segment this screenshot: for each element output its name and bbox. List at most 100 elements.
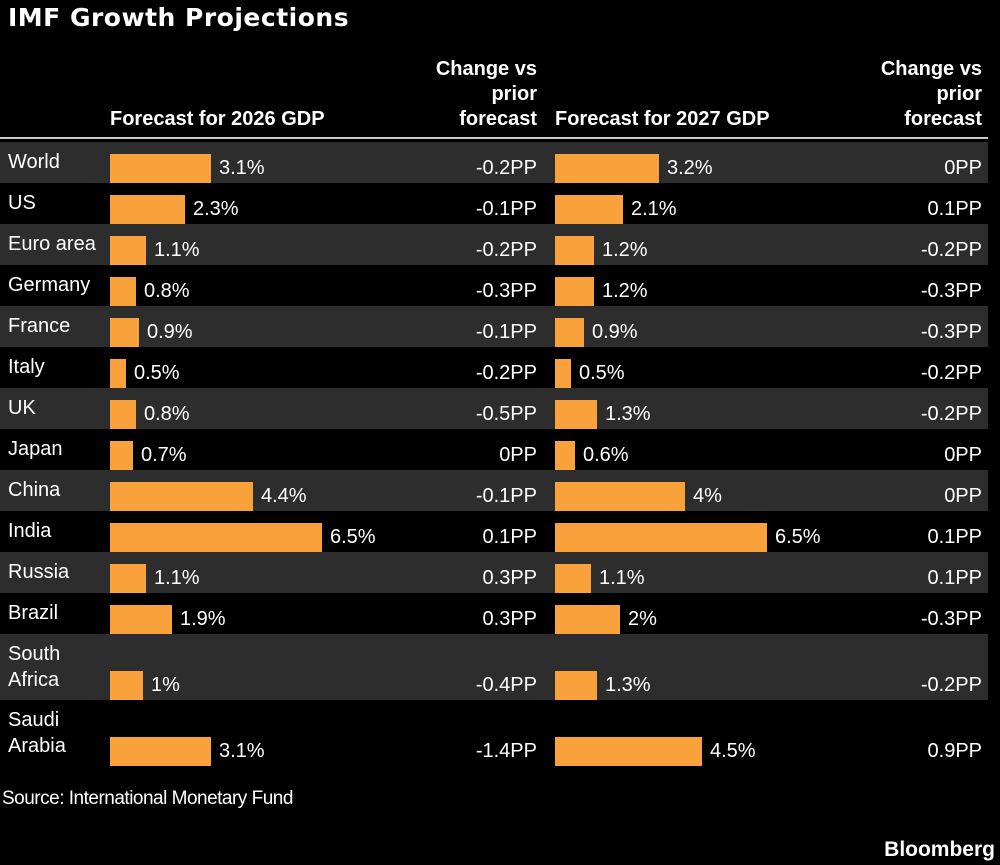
data-table: World 3.1% -0.2PP 3.2% 0PP US 2.3% -0.1PP 2.1% 0.… xyxy=(0,142,988,766)
change-value-2027: -0.3PP xyxy=(920,321,982,343)
country-label: Germany xyxy=(8,274,91,296)
table-row: South Africa 1% -0.4PP 1.3% -0.2PP xyxy=(0,634,988,700)
column-headers: Forecast for 2026 GDP Change vs prior fo… xyxy=(0,57,1000,132)
forecast-group-2027: 0.5% -0.2PP xyxy=(555,347,982,388)
gdp-value-2027: 0.6% xyxy=(583,444,629,466)
column-gap xyxy=(537,511,555,552)
gdp-value-2027: 1.2% xyxy=(602,280,648,302)
bar-cell-2027: 0.6% xyxy=(555,435,872,470)
column-gap xyxy=(537,306,555,347)
country-label: Euro area xyxy=(8,233,96,255)
bar-cell-2026: 3.1% xyxy=(110,731,427,766)
forecast-group-2026: 0.7% 0PP xyxy=(110,429,537,470)
column-gap xyxy=(537,634,555,700)
change-value-2026: -0.1PP xyxy=(475,485,537,507)
gdp-value-2026: 1% xyxy=(151,674,180,696)
change-value-2026: -0.3PP xyxy=(475,280,537,302)
gdp-bar-2026 xyxy=(110,671,143,700)
change-value-2027: 0.9PP xyxy=(927,740,982,762)
change-value-2027: -0.3PP xyxy=(920,280,982,302)
gdp-value-2026: 0.9% xyxy=(147,321,193,343)
gdp-value-2026: 0.8% xyxy=(144,403,190,425)
change-value-2027: 0PP xyxy=(944,485,982,507)
gdp-bar-2026 xyxy=(110,482,253,511)
gdp-bar-2027 xyxy=(555,154,659,183)
bar-cell-2027: 2.1% xyxy=(555,189,872,224)
column-gap xyxy=(537,388,555,429)
change-value-2026: -0.1PP xyxy=(475,321,537,343)
gdp-bar-2026 xyxy=(110,400,136,429)
bar-cell-2027: 1.2% xyxy=(555,230,872,265)
country-label: Saudi Arabia xyxy=(8,709,66,757)
country-label: World xyxy=(8,151,60,173)
forecast-group-2027: 1.2% -0.3PP xyxy=(555,265,982,306)
change-value-2026: -0.2PP xyxy=(475,157,537,179)
gdp-bar-2027 xyxy=(555,195,623,224)
bar-cell-2027: 4.5% xyxy=(555,731,872,766)
country-label: Japan xyxy=(8,438,63,460)
forecast-group-2027: 4.5% 0.9PP xyxy=(555,700,982,766)
column-gap xyxy=(537,470,555,511)
bar-cell-2027: 1.1% xyxy=(555,558,872,593)
column-gap xyxy=(537,593,555,634)
bar-cell-2026: 1.1% xyxy=(110,230,427,265)
table-row: India 6.5% 0.1PP 6.5% 0.1PP xyxy=(0,511,988,552)
change-value-2027: 0.1PP xyxy=(927,198,982,220)
gdp-value-2026: 0.7% xyxy=(141,444,187,466)
gdp-bar-2026 xyxy=(110,277,136,306)
country-label: Italy xyxy=(8,356,45,378)
change-value-2026: 0.3PP xyxy=(482,567,537,589)
gdp-bar-2027 xyxy=(555,737,702,766)
gdp-value-2027: 1.2% xyxy=(602,239,648,261)
gdp-value-2027: 1.3% xyxy=(605,674,651,696)
forecast-group-2027: 3.2% 0PP xyxy=(555,142,982,183)
change-value-2026: 0.1PP xyxy=(482,526,537,548)
column-gap xyxy=(537,347,555,388)
forecast-group-2026: 1.1% 0.3PP xyxy=(110,552,537,593)
gdp-value-2026: 0.5% xyxy=(134,362,180,384)
gdp-value-2027: 1.3% xyxy=(605,403,651,425)
gdp-bar-2026 xyxy=(110,236,146,265)
change-value-2027: -0.2PP xyxy=(920,239,982,261)
gdp-bar-2026 xyxy=(110,441,133,470)
gdp-value-2027: 4% xyxy=(693,485,722,507)
gdp-bar-2026 xyxy=(110,737,211,766)
gdp-value-2026: 3.1% xyxy=(219,740,265,762)
forecast-group-2026: 0.5% -0.2PP xyxy=(110,347,537,388)
country-label: UK xyxy=(8,397,36,419)
change-value-2027: 0PP xyxy=(944,444,982,466)
gdp-value-2026: 1.9% xyxy=(180,608,226,630)
table-row: China 4.4% -0.1PP 4% 0PP xyxy=(0,470,988,511)
table-row: Italy 0.5% -0.2PP 0.5% -0.2PP xyxy=(0,347,988,388)
gdp-value-2026: 0.8% xyxy=(144,280,190,302)
gdp-bar-2027 xyxy=(555,400,597,429)
table-row: UK 0.8% -0.5PP 1.3% -0.2PP xyxy=(0,388,988,429)
table-row: World 3.1% -0.2PP 3.2% 0PP xyxy=(0,142,988,183)
bloomberg-logo: Bloomberg xyxy=(884,838,995,861)
change-value-2026: -0.1PP xyxy=(475,198,537,220)
bar-cell-2027: 2% xyxy=(555,599,872,634)
forecast-group-2026: 3.1% -1.4PP xyxy=(110,700,537,766)
gdp-bar-2027 xyxy=(555,605,620,634)
country-label: Brazil xyxy=(8,602,59,624)
country-label: India xyxy=(8,520,52,542)
gdp-bar-2027 xyxy=(555,236,594,265)
forecast-group-2026: 0.9% -0.1PP xyxy=(110,306,537,347)
country-label: South Africa xyxy=(8,643,61,691)
forecast-group-2026: 6.5% 0.1PP xyxy=(110,511,537,552)
country-label: France xyxy=(8,315,71,337)
table-row: US 2.3% -0.1PP 2.1% 0.1PP xyxy=(0,183,988,224)
table-row: Germany 0.8% -0.3PP 1.2% -0.3PP xyxy=(0,265,988,306)
table-row: Euro area 1.1% -0.2PP 1.2% -0.2PP xyxy=(0,224,988,265)
forecast-group-2026: 2.3% -0.1PP xyxy=(110,183,537,224)
gdp-value-2026: 6.5% xyxy=(330,526,376,548)
change-value-2027: -0.2PP xyxy=(920,362,982,384)
change-value-2026: -0.4PP xyxy=(475,674,537,696)
change-value-2027: 0.1PP xyxy=(927,567,982,589)
bar-cell-2027: 6.5% xyxy=(555,517,872,552)
source-note: Source: International Monetary Fund xyxy=(2,788,293,809)
gdp-bar-2027 xyxy=(555,564,591,593)
gdp-value-2027: 2.1% xyxy=(631,198,677,220)
gdp-value-2026: 2.3% xyxy=(193,198,239,220)
